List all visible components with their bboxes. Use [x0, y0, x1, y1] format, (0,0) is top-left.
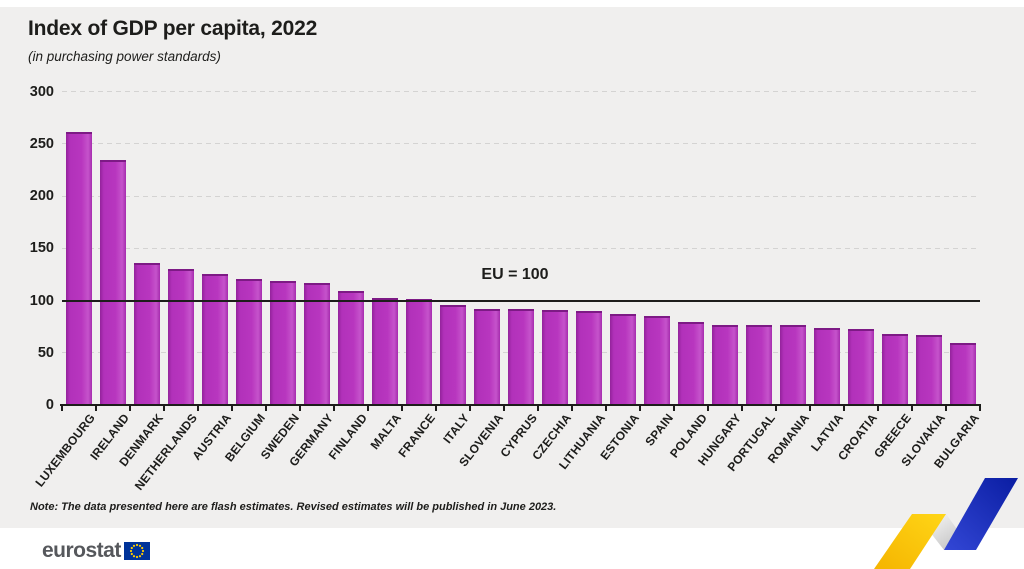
x-axis-tick [877, 406, 879, 411]
bar-croatia [848, 328, 874, 405]
eu-flag-icon [123, 541, 150, 560]
eurostat-logo: eurostat [42, 540, 150, 561]
eu-reference-label: EU = 100 [481, 266, 549, 283]
x-axis-tick [333, 406, 335, 411]
x-axis-tick [469, 406, 471, 411]
bar-belgium [236, 278, 262, 405]
ytick-label-100: 100 [29, 292, 54, 309]
x-axis-tick [639, 406, 641, 411]
ytick-label-200: 200 [29, 188, 54, 204]
bar-czechia [542, 309, 568, 405]
chart-background-panel [0, 7, 1024, 528]
x-axis-tick [571, 406, 573, 411]
bar-spain [644, 316, 670, 405]
x-axis-tick [197, 406, 199, 411]
x-axis-tick [741, 406, 743, 411]
eu-flag-star [129, 549, 132, 552]
gridline-300 [62, 91, 980, 92]
bar-latvia [814, 327, 840, 405]
eurostat-logo-text: eurostat [42, 539, 121, 562]
x-axis-tick [367, 406, 369, 411]
chart-title: Index of GDP per capita, 2022 [28, 17, 318, 40]
x-axis-tick [95, 406, 97, 411]
eu-flag-star [141, 549, 144, 552]
x-axis-tick [435, 406, 437, 411]
bar-italy [440, 304, 466, 405]
bar-denmark [134, 262, 160, 405]
x-axis-tick [401, 406, 403, 411]
ribbon-yellow-segment [874, 514, 946, 569]
eu-flag-star [135, 555, 138, 558]
bar-hungary [712, 324, 738, 405]
gridline-250 [62, 143, 980, 145]
ytick-label-300: 300 [29, 83, 54, 100]
bar-lithuania [576, 310, 602, 405]
x-axis-tick [299, 406, 301, 411]
eu-flag-star [130, 552, 133, 555]
x-axis-tick [673, 406, 675, 411]
eu-reference-line [62, 300, 980, 302]
x-axis-line [60, 404, 981, 406]
eu-flag-star [138, 554, 141, 557]
x-axis-tick [605, 406, 607, 411]
x-axis-tick [775, 406, 777, 411]
bar-bulgaria [950, 343, 976, 405]
x-axis-tick [979, 406, 981, 411]
eu-flag-star [135, 543, 138, 546]
eu-flag-star [132, 544, 135, 547]
x-axis-tick [503, 406, 505, 411]
gridline-150 [62, 247, 980, 249]
bar-netherlands [168, 269, 194, 405]
bar-slovakia [916, 334, 942, 405]
ytick-label-50: 50 [37, 344, 54, 361]
eu-flag-star [132, 554, 135, 557]
bar-austria [202, 274, 228, 405]
ytick-label-0: 0 [45, 397, 54, 413]
ribbon-blue-segment [944, 478, 1018, 550]
x-axis-tick [843, 406, 845, 411]
bar-estonia [610, 314, 636, 405]
ytick-label-150: 150 [29, 240, 54, 257]
bar-malta [372, 298, 398, 405]
footer-band [0, 528, 1024, 569]
x-axis-tick [163, 406, 165, 411]
bar-ireland [100, 160, 126, 405]
chart-subtitle: (in purchasing power standards) [28, 49, 221, 64]
x-axis-tick [231, 406, 233, 411]
x-axis-tick [61, 406, 63, 411]
eu-flag-star [130, 546, 133, 549]
bar-luxembourg [66, 132, 92, 405]
x-axis-tick [537, 406, 539, 411]
x-axis-tick [945, 406, 947, 411]
eu-flag-star [140, 552, 144, 555]
footnote: Note: The data presented here are flash … [30, 501, 557, 513]
bar-slovenia [474, 308, 500, 405]
bar-greece [882, 333, 908, 405]
x-axis-tick [265, 406, 267, 411]
bar-finland [338, 291, 364, 405]
eurostat-ribbon-graphic [874, 478, 1018, 569]
eu-flag-star [140, 546, 144, 549]
bar-cyprus [508, 308, 534, 405]
gridline-200 [62, 195, 980, 197]
x-axis-tick [809, 406, 811, 411]
x-axis-tick [707, 406, 709, 411]
bar-portugal [746, 324, 772, 405]
bar-france [406, 299, 432, 405]
bar-germany [304, 282, 330, 405]
bar-poland [678, 322, 704, 405]
bar-romania [780, 324, 806, 405]
eu-flag-star [138, 544, 141, 547]
ytick-label-250: 250 [29, 135, 54, 152]
x-axis-tick [911, 406, 913, 411]
x-axis-tick [129, 406, 131, 411]
